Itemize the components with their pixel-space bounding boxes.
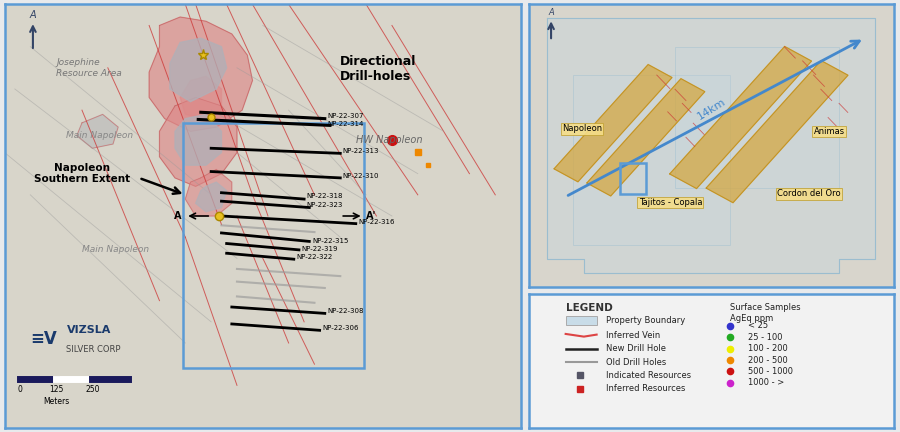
Text: NP-22-319: NP-22-319 — [302, 246, 338, 251]
Text: A': A' — [366, 211, 376, 221]
Text: Directional
Drill-holes: Directional Drill-holes — [340, 55, 417, 83]
Polygon shape — [76, 114, 118, 148]
Text: SILVER CORP: SILVER CORP — [67, 345, 121, 354]
Polygon shape — [180, 76, 221, 119]
Text: Animas: Animas — [814, 127, 844, 136]
Text: NP-22-313: NP-22-313 — [343, 148, 380, 154]
Text: Meters: Meters — [43, 397, 69, 407]
Text: NP-22-307: NP-22-307 — [328, 113, 364, 119]
Text: NP-22-318: NP-22-318 — [307, 193, 343, 199]
Text: Josephine
Resource Area: Josephine Resource Area — [56, 58, 122, 77]
Text: 125: 125 — [49, 384, 63, 394]
Text: Property Boundary: Property Boundary — [606, 316, 685, 325]
Text: Inferred Resources: Inferred Resources — [606, 384, 685, 394]
Text: VIZSLA: VIZSLA — [67, 325, 111, 335]
Text: HW Napoleon: HW Napoleon — [356, 135, 422, 145]
Text: Surface Samples
AgEq ppm: Surface Samples AgEq ppm — [730, 303, 800, 323]
Bar — [565, 316, 597, 325]
Polygon shape — [554, 64, 672, 182]
Text: NP-22-315: NP-22-315 — [312, 238, 348, 244]
Polygon shape — [185, 169, 232, 216]
Text: Main Napoleon: Main Napoleon — [82, 245, 149, 254]
Text: < 25: < 25 — [748, 321, 768, 330]
Text: Old Drill Holes: Old Drill Holes — [606, 358, 666, 367]
Text: 200 - 500: 200 - 500 — [748, 356, 788, 365]
Text: NP-22-310: NP-22-310 — [343, 173, 380, 179]
Text: NP-22-322: NP-22-322 — [296, 254, 333, 260]
Polygon shape — [670, 47, 812, 188]
Polygon shape — [195, 182, 227, 212]
Bar — [620, 163, 646, 194]
Text: Napoleon: Napoleon — [562, 124, 602, 133]
Text: Main Napoleon: Main Napoleon — [67, 131, 133, 140]
Text: 0: 0 — [18, 384, 22, 394]
Text: A: A — [30, 10, 36, 20]
Text: ≡V: ≡V — [31, 330, 57, 348]
Text: 250: 250 — [86, 384, 100, 394]
Text: NP-22-306: NP-22-306 — [322, 325, 359, 331]
Polygon shape — [4, 4, 521, 428]
Text: A: A — [548, 8, 554, 17]
Text: 100 - 200: 100 - 200 — [748, 344, 788, 353]
Text: Tajitos - Copala: Tajitos - Copala — [638, 198, 702, 207]
Polygon shape — [149, 17, 253, 131]
Text: NP-22-316: NP-22-316 — [358, 219, 395, 225]
Text: A: A — [174, 211, 181, 221]
Polygon shape — [170, 38, 227, 102]
Bar — [573, 75, 730, 245]
Text: 1000 - >: 1000 - > — [748, 378, 784, 388]
Text: NP-22-323: NP-22-323 — [307, 203, 343, 208]
Text: NP-22-314: NP-22-314 — [328, 121, 364, 127]
Text: 500 - 1000: 500 - 1000 — [748, 367, 793, 376]
Text: Indicated Resources: Indicated Resources — [606, 371, 691, 380]
Text: 25 - 100: 25 - 100 — [748, 333, 782, 342]
Text: 14km: 14km — [696, 96, 727, 121]
Text: New Drill Hole: New Drill Hole — [606, 344, 666, 353]
Polygon shape — [175, 114, 221, 165]
Polygon shape — [706, 60, 848, 203]
Polygon shape — [587, 79, 705, 196]
Text: Napoleon
Southern Extent: Napoleon Southern Extent — [34, 163, 130, 184]
Bar — [183, 123, 364, 368]
Polygon shape — [547, 19, 876, 273]
Bar — [675, 47, 839, 188]
Text: LEGEND: LEGEND — [565, 303, 612, 313]
Text: Cordon del Oro: Cordon del Oro — [777, 189, 841, 198]
Polygon shape — [159, 98, 237, 186]
Bar — [183, 123, 364, 368]
Text: Inferred Vein: Inferred Vein — [606, 331, 660, 340]
Text: NP-22-308: NP-22-308 — [328, 308, 364, 314]
